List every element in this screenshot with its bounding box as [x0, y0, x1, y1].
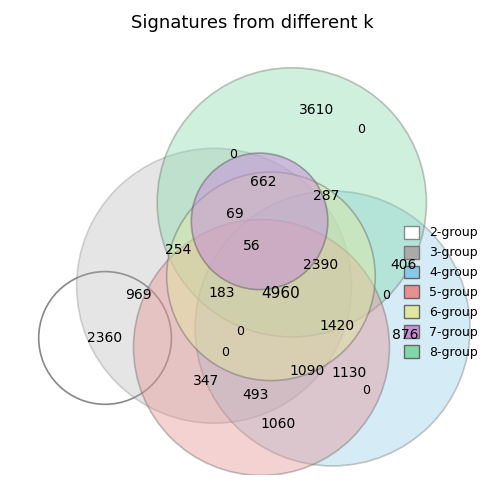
- Text: 876: 876: [392, 328, 419, 342]
- Title: Signatures from different k: Signatures from different k: [131, 14, 373, 32]
- Text: 4960: 4960: [261, 286, 300, 301]
- Text: 287: 287: [313, 189, 339, 203]
- Circle shape: [77, 148, 351, 423]
- Circle shape: [157, 68, 426, 337]
- Text: 969: 969: [125, 288, 152, 302]
- Circle shape: [167, 172, 375, 381]
- Text: 69: 69: [226, 207, 244, 221]
- Text: 0: 0: [357, 123, 365, 136]
- Text: 0: 0: [236, 325, 244, 338]
- Text: 0: 0: [383, 289, 391, 302]
- Text: 347: 347: [194, 373, 220, 388]
- Circle shape: [195, 191, 470, 466]
- Text: 1090: 1090: [289, 364, 325, 378]
- Text: 1130: 1130: [331, 366, 366, 380]
- Circle shape: [192, 153, 328, 290]
- Text: 183: 183: [209, 286, 235, 300]
- Text: 254: 254: [165, 243, 191, 257]
- Circle shape: [134, 219, 390, 475]
- Text: 1420: 1420: [320, 319, 355, 333]
- Legend: 2-group, 3-group, 4-group, 5-group, 6-group, 7-group, 8-group: 2-group, 3-group, 4-group, 5-group, 6-gr…: [399, 221, 483, 364]
- Text: 0: 0: [362, 384, 370, 397]
- Text: 2360: 2360: [88, 331, 122, 345]
- Text: 406: 406: [391, 258, 417, 272]
- Text: 3610: 3610: [299, 103, 334, 117]
- Text: 0: 0: [221, 346, 229, 359]
- Text: 662: 662: [250, 174, 277, 188]
- Text: 2390: 2390: [303, 258, 338, 272]
- Circle shape: [39, 272, 171, 404]
- Text: 0: 0: [229, 149, 237, 161]
- Text: 1060: 1060: [261, 417, 296, 431]
- Text: 493: 493: [242, 388, 269, 402]
- Text: 56: 56: [243, 239, 261, 253]
